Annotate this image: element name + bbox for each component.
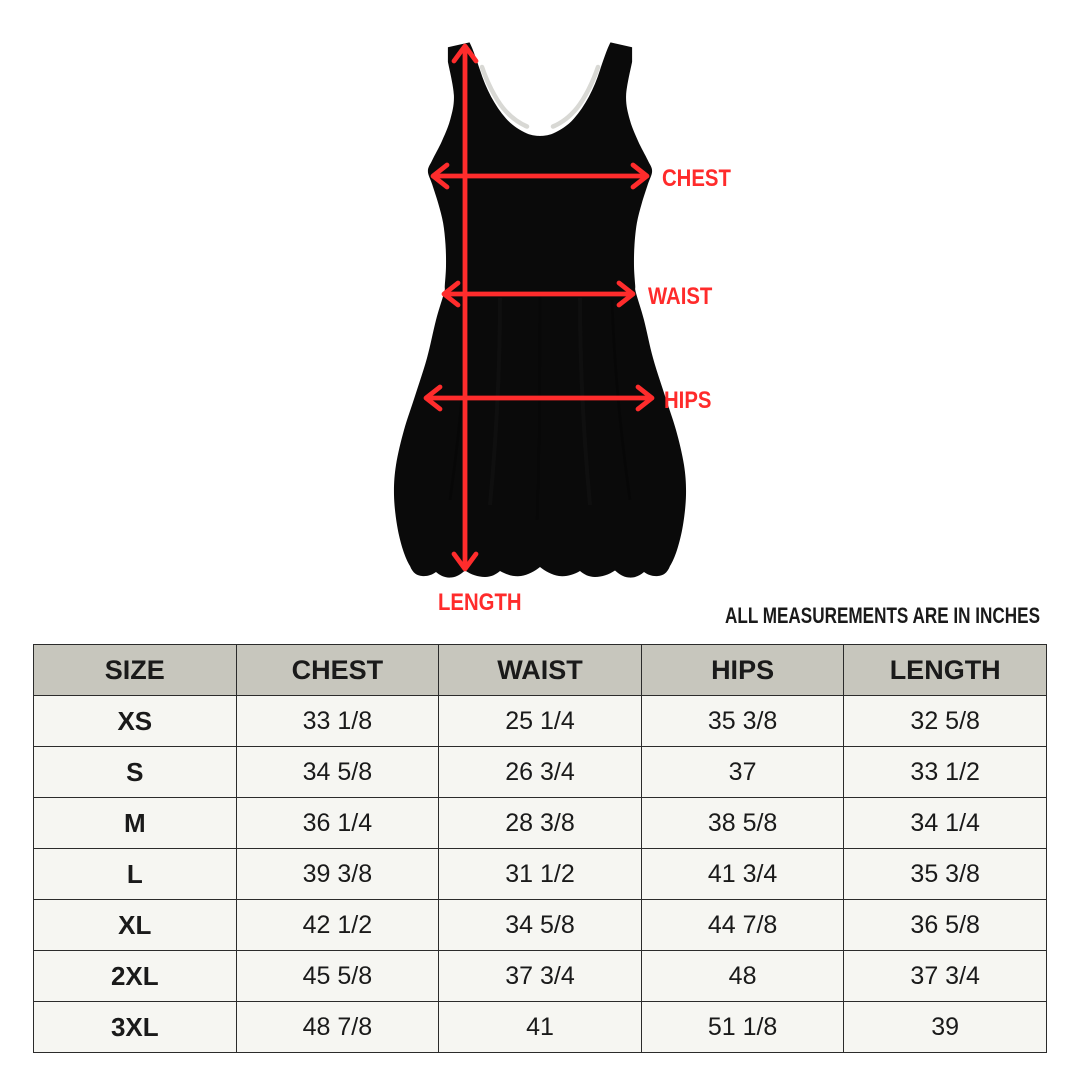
svg-text:CHEST: CHEST [662,164,731,191]
svg-text:WAIST: WAIST [648,282,713,309]
svg-text:LENGTH: LENGTH [438,588,522,615]
svg-text:ALL MEASUREMENTS ARE IN INCHES: ALL MEASUREMENTS ARE IN INCHES [725,603,1040,628]
svg-text:HIPS: HIPS [664,386,711,413]
